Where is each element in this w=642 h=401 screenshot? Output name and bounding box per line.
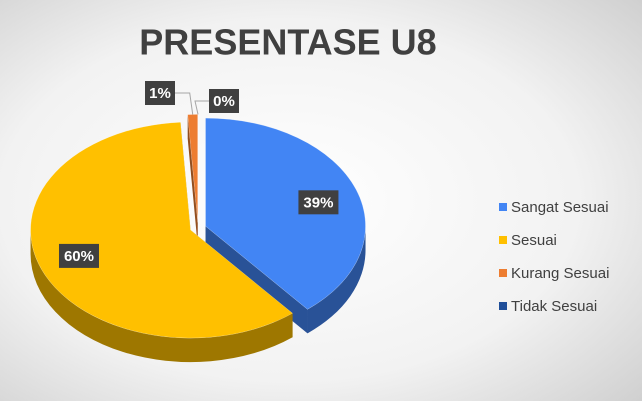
data-label-box	[209, 89, 239, 113]
slice-wall	[30, 230, 293, 363]
legend-swatch	[499, 203, 507, 211]
legend-label: Sangat Sesuai	[511, 199, 609, 216]
data-label-box	[298, 190, 339, 215]
data-label-box	[145, 81, 175, 105]
legend-swatch	[499, 302, 507, 310]
data-label: 0%	[213, 93, 235, 110]
legend-label: Sesuai	[511, 232, 557, 249]
pie-slice	[205, 117, 366, 310]
data-label-box	[58, 243, 99, 268]
legend-label: Kurang Sesuai	[511, 265, 609, 282]
slice-wall	[307, 226, 366, 334]
leader-line	[174, 92, 194, 115]
slice-side	[187, 114, 198, 247]
pie-slice	[30, 122, 293, 339]
legend-swatch	[499, 236, 507, 244]
data-label: 39%	[303, 194, 333, 211]
legend-label: Tidak Sesuai	[511, 298, 597, 315]
pie-tops	[30, 114, 366, 339]
legend-swatch	[499, 269, 507, 277]
chart-title: PRESENTASE U8	[139, 22, 436, 63]
data-label: 1%	[149, 85, 171, 102]
data-label: 60%	[64, 248, 94, 265]
